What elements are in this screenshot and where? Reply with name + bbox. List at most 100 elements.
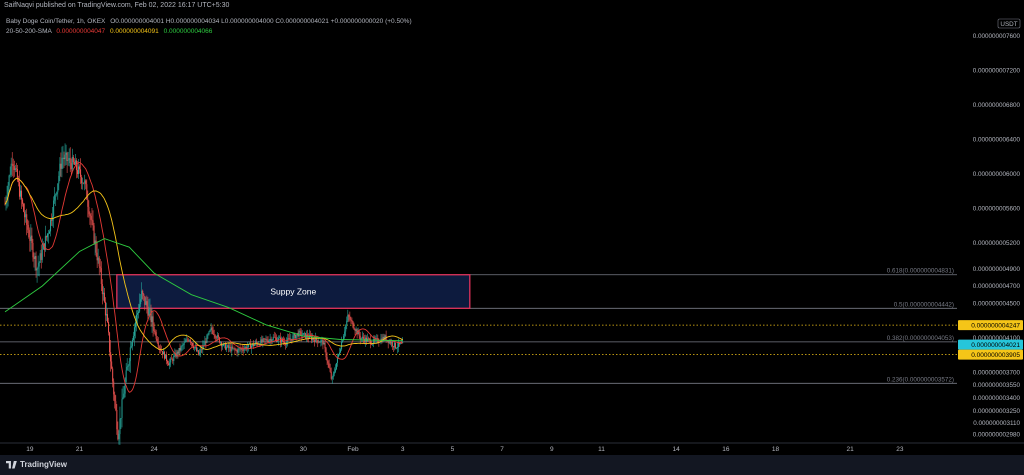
candle[interactable] (187, 338, 189, 343)
candle[interactable] (402, 337, 404, 344)
candle[interactable] (122, 386, 124, 400)
candle[interactable] (18, 170, 20, 200)
candle[interactable] (170, 357, 172, 368)
candle[interactable] (131, 338, 133, 351)
candle[interactable] (199, 348, 201, 356)
candle[interactable] (244, 345, 246, 351)
candle[interactable] (138, 303, 140, 319)
candle[interactable] (25, 210, 27, 223)
candle[interactable] (16, 164, 18, 183)
candle[interactable] (179, 343, 181, 356)
candle[interactable] (75, 158, 77, 179)
candle[interactable] (94, 233, 96, 256)
candle[interactable] (198, 350, 200, 356)
candle[interactable] (34, 252, 36, 271)
candle[interactable] (289, 332, 291, 340)
candle[interactable] (104, 297, 106, 327)
candle[interactable] (350, 316, 352, 324)
candle[interactable] (382, 333, 384, 343)
candle[interactable] (168, 360, 170, 366)
candle[interactable] (356, 328, 358, 339)
candle[interactable] (334, 364, 336, 374)
candle[interactable] (260, 336, 262, 347)
candle[interactable] (346, 316, 348, 330)
candle[interactable] (325, 346, 327, 360)
candle[interactable] (201, 345, 203, 353)
candle[interactable] (253, 340, 255, 349)
candle[interactable] (270, 336, 272, 345)
candle[interactable] (236, 348, 238, 357)
candle[interactable] (109, 331, 111, 357)
candle[interactable] (207, 332, 209, 339)
candle[interactable] (62, 145, 64, 169)
candle[interactable] (352, 320, 354, 329)
candle[interactable] (92, 210, 94, 231)
candle[interactable] (127, 364, 129, 371)
candle[interactable] (79, 164, 81, 174)
candle[interactable] (121, 388, 123, 428)
candle[interactable] (240, 347, 242, 354)
candle[interactable] (111, 354, 113, 370)
candle[interactable] (385, 330, 387, 343)
candle[interactable] (13, 160, 15, 177)
candle[interactable] (28, 220, 30, 239)
candle[interactable] (210, 323, 212, 335)
candle[interactable] (70, 158, 72, 175)
candle[interactable] (369, 337, 371, 344)
candle[interactable] (202, 340, 204, 354)
candle[interactable] (68, 148, 70, 167)
legend-ma-label[interactable]: 20-50-200-SMA (6, 28, 52, 35)
candle[interactable] (154, 329, 156, 336)
candle[interactable] (30, 224, 32, 252)
candle[interactable] (85, 179, 87, 190)
candle[interactable] (374, 335, 376, 344)
candle[interactable] (99, 258, 101, 273)
candle[interactable] (63, 151, 65, 168)
candle[interactable] (214, 334, 216, 341)
candle[interactable] (177, 349, 179, 359)
candle[interactable] (125, 363, 127, 384)
candle[interactable] (300, 328, 302, 342)
candle[interactable] (319, 341, 321, 343)
candle[interactable] (227, 344, 229, 348)
candle[interactable] (347, 309, 349, 323)
candle[interactable] (217, 333, 219, 339)
candle[interactable] (113, 378, 115, 401)
candle[interactable] (57, 183, 59, 200)
candle[interactable] (266, 336, 268, 343)
candle[interactable] (335, 362, 337, 371)
candle[interactable] (155, 329, 157, 341)
candle[interactable] (95, 236, 97, 257)
candle[interactable] (329, 363, 331, 373)
candle[interactable] (307, 333, 309, 343)
price-badge[interactable] (958, 349, 1023, 360)
candle[interactable] (172, 357, 174, 364)
candle[interactable] (290, 333, 292, 343)
candle[interactable] (10, 157, 12, 178)
candle[interactable] (263, 337, 265, 343)
candle[interactable] (26, 208, 28, 236)
price-badge[interactable] (958, 320, 1023, 331)
candle[interactable] (173, 352, 175, 366)
price-axis-panel[interactable] (957, 11, 1024, 455)
candle[interactable] (60, 152, 62, 178)
candle[interactable] (144, 295, 146, 311)
candle[interactable] (178, 347, 180, 356)
candle[interactable] (286, 337, 288, 349)
candle[interactable] (323, 340, 325, 345)
candle[interactable] (24, 203, 26, 226)
candle[interactable] (33, 252, 35, 268)
candle[interactable] (136, 310, 138, 332)
candle[interactable] (224, 343, 226, 349)
candle[interactable] (241, 344, 243, 353)
candle[interactable] (90, 212, 92, 228)
candle[interactable] (394, 342, 396, 350)
candle[interactable] (49, 229, 51, 234)
candle[interactable] (340, 347, 342, 354)
candle[interactable] (339, 347, 341, 356)
candle[interactable] (93, 222, 95, 246)
candle[interactable] (52, 206, 54, 227)
candle[interactable] (159, 344, 161, 354)
candle[interactable] (140, 293, 142, 307)
candle[interactable] (191, 342, 193, 347)
